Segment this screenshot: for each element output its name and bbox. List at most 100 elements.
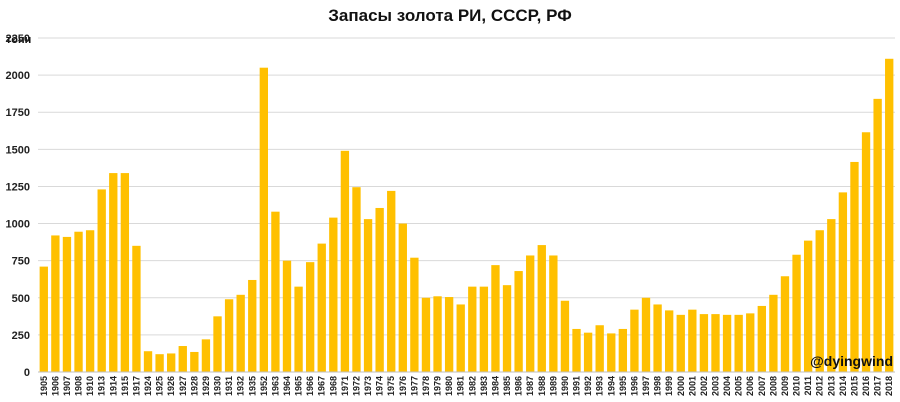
bar-1928 [190,351,199,372]
x-tick-label: 2018 [884,376,894,396]
x-tick-label: 1964 [282,376,292,396]
y-tick-label: 1500 [6,144,30,156]
bar-2013 [827,219,836,372]
bar-1972 [352,187,361,372]
bar-1914 [109,173,118,372]
x-tick-label: 1987 [525,376,535,396]
x-tick-label: 1999 [664,376,674,396]
y-tick-label: 500 [12,293,30,305]
bar-1926 [167,353,176,372]
y-tick-label: 750 [12,256,30,268]
x-tick-label: 1984 [490,376,500,396]
bar-1986 [514,271,523,372]
bar-1991 [572,328,581,372]
y-tick-label: 1000 [6,219,30,231]
bar-2017 [873,98,882,373]
bar-1987 [526,255,535,372]
bar-1979 [433,296,442,372]
x-tick-label: 1991 [572,376,582,396]
x-tick-label: 1931 [224,376,234,396]
x-tick-label: 1927 [178,376,188,396]
gridlines [38,37,895,336]
bar-1994 [607,333,616,372]
x-tick-label: 1985 [502,376,512,396]
bar-2004 [722,314,732,372]
x-tick-label: 1993 [595,376,605,396]
x-tick-label: 2003 [710,376,720,396]
bar-1988 [537,245,546,372]
x-tick-label: 1928 [189,376,199,396]
x-tick-label: 1995 [618,376,628,396]
bar-1925 [155,354,164,372]
chart-title: Запасы золота РИ, СССР, РФ [328,6,571,25]
x-tick-label: 1977 [409,376,419,396]
x-tick-label: 1926 [166,376,176,396]
x-tick-label: 1914 [108,376,118,396]
x-tick-label: 2006 [745,376,755,396]
x-tick-label: 1994 [606,376,616,396]
y-axis-ticks: 0 250 500 750 1000 1250 1500 1750 2000 2250 [6,33,30,379]
x-tick-label: 1974 [375,376,385,396]
x-tick-label: 2017 [873,376,883,396]
bar-1975 [387,190,396,372]
bar-1976 [398,223,407,372]
y-tick-label: 1750 [6,107,30,119]
bar-1930 [213,316,222,372]
x-tick-label: 1930 [213,376,223,396]
y-tick-label: 1250 [6,181,30,193]
x-tick-label: 2016 [861,376,871,396]
bar-1906 [51,235,60,372]
x-tick-label: 2000 [676,376,686,396]
bar-1996 [630,309,639,372]
x-tick-label: 1990 [560,376,570,396]
x-tick-label: 1989 [548,376,558,396]
bar-2011 [803,240,813,372]
x-tick-label: 2007 [757,376,767,396]
x-tick-label: 1924 [143,376,153,396]
bar-2000 [676,314,685,372]
x-tick-label: 1932 [236,376,246,396]
bar-2005 [734,314,743,372]
bar-1993 [595,325,604,372]
x-tick-label: 1963 [270,376,280,396]
x-tick-label: 1981 [456,376,466,396]
x-axis-ticks: 1905 1906 1907 1908 1910 1913 1914 1915 1917 1924… [39,376,894,396]
x-tick-label: 2005 [734,376,744,396]
y-axis-unit-label: тонн [6,34,31,46]
bar-1983 [479,286,489,372]
x-tick-label: 2009 [780,376,790,396]
x-tick-label: 2001 [687,376,697,396]
bar-2007 [757,305,766,372]
y-tick-label: 250 [12,330,30,342]
x-tick-label: 1913 [97,376,107,396]
bar-1995 [618,328,628,372]
bar-1985 [502,285,512,372]
bar-1968 [329,217,338,372]
bar-1915 [120,173,130,372]
bar-1982 [468,286,477,372]
bar-1917 [132,245,141,372]
bar-2018 [885,58,894,372]
bar-1913 [97,189,106,372]
x-tick-label: 1929 [201,376,211,396]
bar-2003 [711,314,720,372]
x-tick-label: 1968 [328,376,338,396]
x-tick-label: 2004 [722,376,732,396]
bar-1971 [340,150,350,372]
bar-1927 [178,346,187,372]
x-tick-label: 1976 [398,376,408,396]
x-tick-label: 2014 [838,376,848,396]
bar-1935 [248,279,257,372]
x-tick-label: 1925 [155,376,165,396]
bar-1905 [39,266,48,372]
bar-1966 [305,262,315,372]
bar-1977 [410,257,419,372]
bar-1907 [62,236,72,372]
x-tick-label: 2013 [826,376,836,396]
x-tick-label: 1910 [85,376,95,396]
bar-1965 [294,286,303,372]
x-tick-label: 1965 [294,376,304,396]
bar-1984 [491,265,500,372]
bar-1931 [224,299,234,372]
